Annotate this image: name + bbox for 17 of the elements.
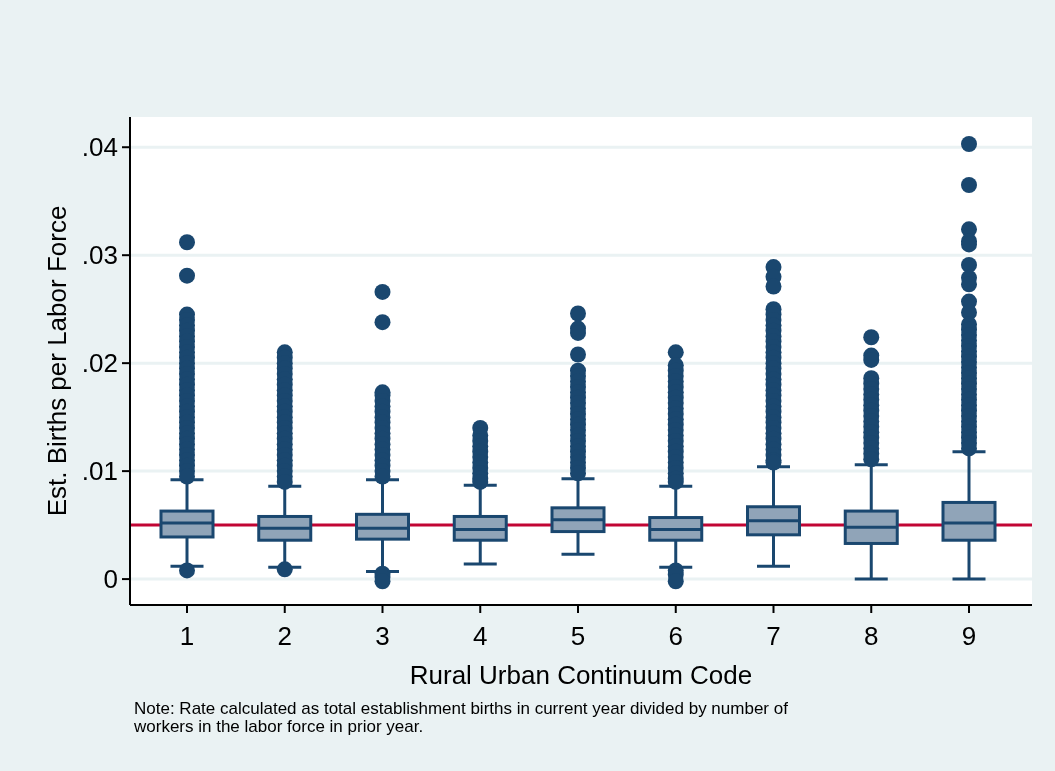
x-tick-label: 1 — [179, 621, 195, 651]
x-tick-label: 8 — [864, 621, 879, 651]
x-tick-label: 5 — [570, 621, 586, 651]
y-tick-label: .03 — [81, 240, 118, 271]
y-tick-label: .01 — [81, 456, 118, 487]
x-tick-label: 6 — [668, 621, 683, 651]
y-tick-label: 0 — [103, 564, 118, 595]
x-tick-label: 9 — [961, 621, 977, 651]
y-tick-label: .04 — [81, 132, 118, 163]
y-axis-title: Est. Births per Labor Force — [42, 205, 72, 517]
y-tick-label: .02 — [81, 348, 118, 379]
x-tick-label: 2 — [277, 621, 292, 651]
x-tick-label: 4 — [473, 621, 488, 651]
x-tick-label: 7 — [766, 621, 781, 651]
x-tick-label: 3 — [375, 621, 390, 651]
text: Note: Rate calculated as total establishment births in current year divided by number of workers in the labor force in prior year. — [133, 699, 789, 736]
x-axis-title: Rural Urban Continuum Code — [409, 660, 753, 690]
